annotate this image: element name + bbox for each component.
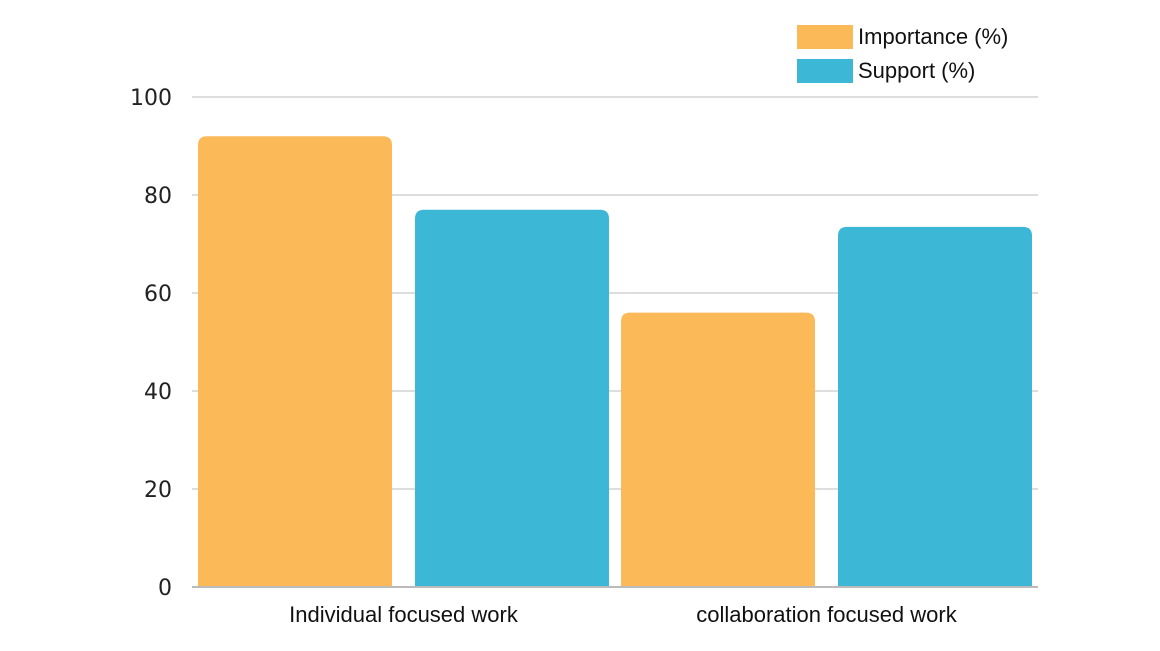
legend-label: Support (%)	[858, 58, 975, 83]
legend-label: Importance (%)	[858, 24, 1008, 49]
category-label: collaboration focused work	[696, 602, 957, 627]
y-tick-label: 0	[158, 576, 172, 601]
legend-swatch	[797, 25, 853, 49]
y-axis-ticks: 0 20 40 60 80 100	[130, 86, 172, 601]
category-labels: Individual focused work collaboration foc…	[289, 602, 958, 627]
bar-support-2	[838, 226, 1032, 587]
y-tick-label: 40	[144, 380, 172, 405]
bar-importance-1	[198, 136, 392, 587]
y-tick-label: 100	[130, 86, 172, 111]
bars	[198, 136, 1032, 587]
y-tick-label: 20	[144, 478, 172, 503]
legend: Importance (%) Support (%)	[797, 24, 1008, 83]
legend-swatch	[797, 59, 853, 83]
y-tick-label: 60	[144, 282, 172, 307]
y-tick-label: 80	[144, 184, 172, 209]
category-label: Individual focused work	[289, 602, 519, 627]
bar-importance-2	[621, 312, 815, 587]
bar-support-1	[415, 209, 609, 587]
